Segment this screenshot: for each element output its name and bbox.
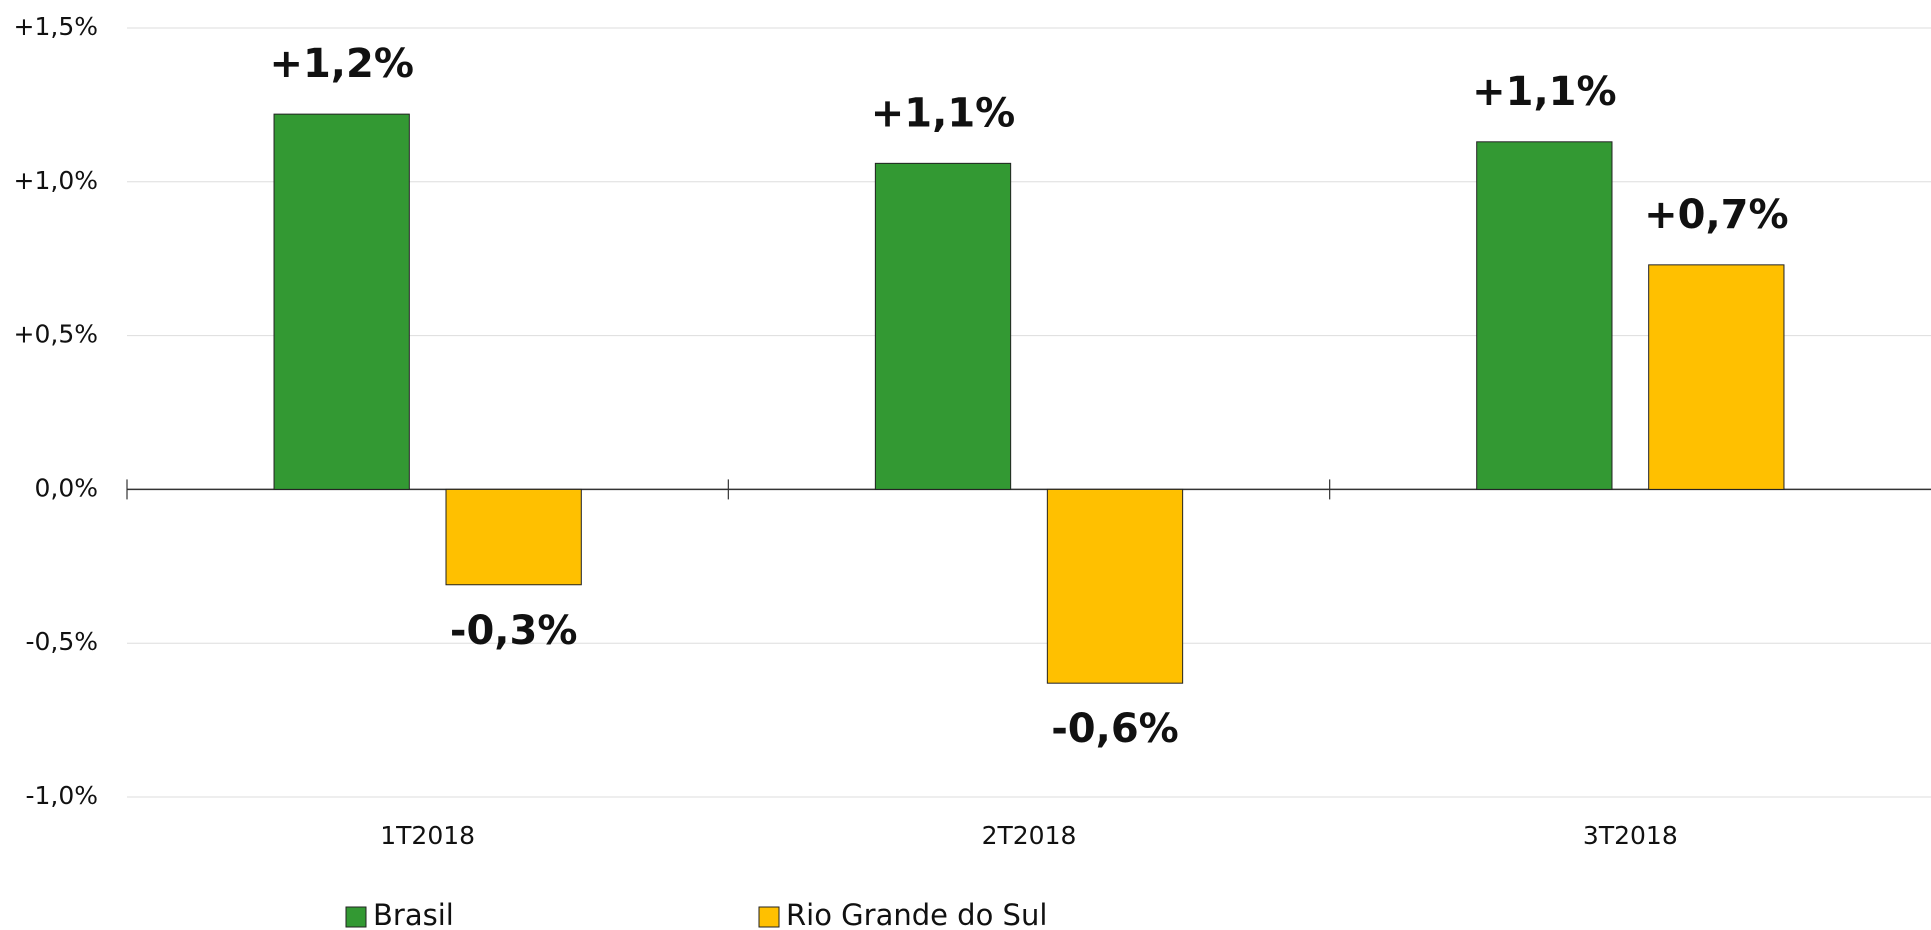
bar	[273, 113, 410, 490]
y-tick-label: 0,0%	[34, 473, 98, 502]
x-tick-label: 3T2018	[1583, 821, 1678, 850]
data-label: +0,7%	[1644, 192, 1788, 238]
legend-label: Rio Grande do Sul	[786, 898, 1047, 930]
legend-swatch	[345, 906, 367, 928]
x-tick-label: 2T2018	[982, 821, 1077, 850]
data-label: +1,2%	[269, 41, 413, 87]
bar	[1648, 264, 1785, 490]
data-label: +1,1%	[871, 90, 1015, 136]
data-label: -0,3%	[450, 608, 578, 654]
y-tick-label: +0,5%	[14, 320, 98, 349]
bar	[445, 488, 582, 586]
y-tick-label: +1,0%	[14, 166, 98, 195]
bar	[1046, 488, 1184, 684]
x-tick-label: 1T2018	[380, 821, 475, 850]
y-tick-label: -0,5%	[25, 627, 98, 656]
y-tick-label: +1,5%	[14, 12, 98, 41]
bar	[874, 162, 1012, 490]
data-label: +1,1%	[1472, 69, 1616, 115]
bar	[1476, 141, 1613, 490]
y-tick-label: -1,0%	[25, 781, 98, 810]
legend-swatch	[758, 906, 780, 928]
legend-label: Brasil	[373, 898, 454, 930]
data-label: -0,6%	[1051, 706, 1179, 752]
